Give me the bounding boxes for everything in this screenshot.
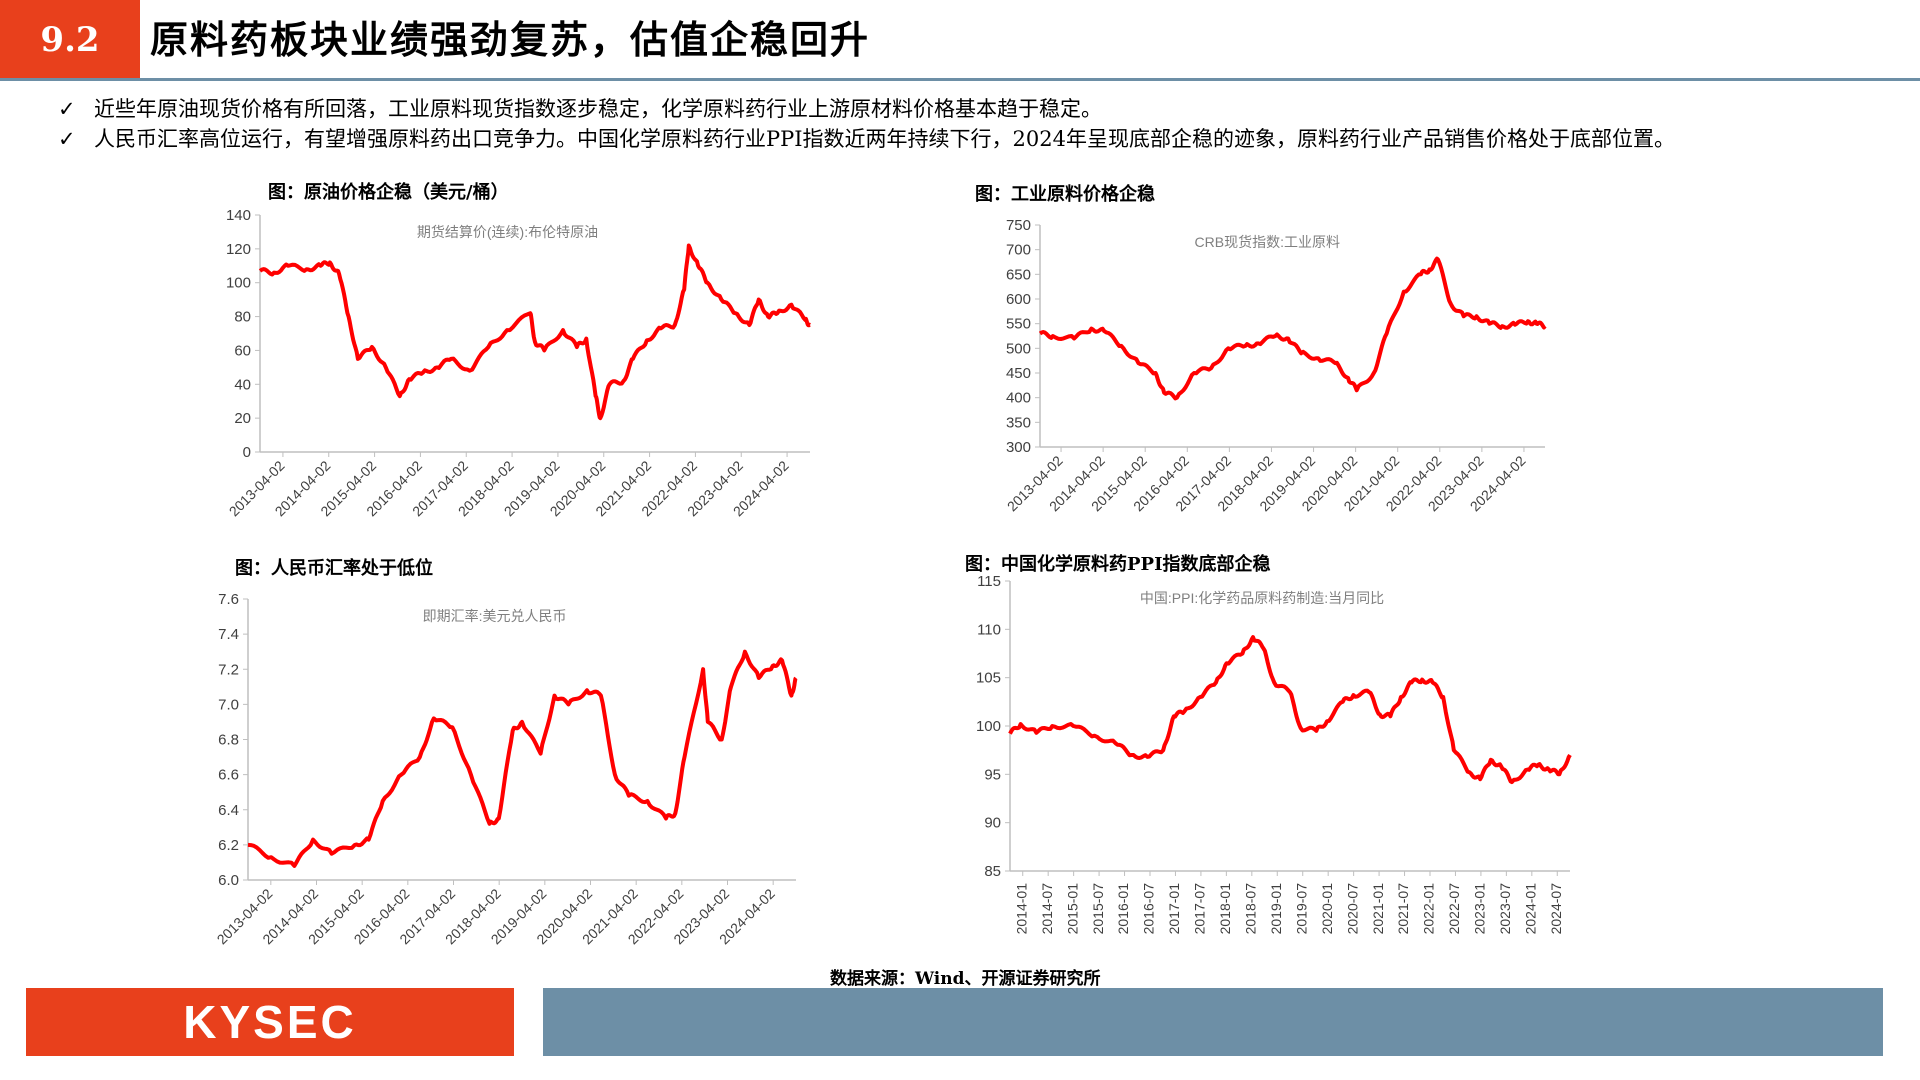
x-tick-label: 2019-07	[1293, 883, 1309, 935]
y-tick-label: 350	[1006, 414, 1031, 431]
chart-title-ppi: 图：中国化学原料药PPI指数底部企稳	[965, 554, 1271, 575]
x-tick-label: 2024-01	[1523, 883, 1539, 935]
series-label: CRB现货指数:工业原料	[1195, 234, 1340, 250]
y-tick-label: 6.0	[218, 872, 239, 889]
x-tick-label: 2018-01	[1217, 883, 1233, 935]
series-label: 中国:PPI:化学药品原料药制造:当月同比	[1140, 590, 1384, 606]
x-tick-label: 2017-07	[1192, 883, 1208, 935]
y-tick-label: 550	[1006, 316, 1031, 333]
y-tick-label: 650	[1006, 266, 1031, 283]
y-tick-label: 7.4	[218, 626, 239, 643]
y-tick-label: 0	[243, 444, 251, 461]
y-tick-label: 90	[984, 815, 1001, 832]
y-tick-label: 20	[234, 410, 251, 427]
x-tick-label: 2023-07	[1497, 883, 1513, 935]
series-line	[1008, 635, 1572, 785]
y-tick-label: 6.4	[218, 802, 239, 819]
y-tick-label: 7.6	[218, 591, 239, 608]
x-tick-label: 2021-01	[1370, 883, 1386, 935]
page-title: 原料药板块业绩强劲复苏，估值企稳回升	[150, 17, 871, 62]
series-label: 期货结算价(连续):布伦特原油	[417, 224, 598, 240]
x-tick-label: 2019-01	[1268, 883, 1284, 935]
y-tick-label: 700	[1006, 242, 1031, 259]
section-number: 9.2	[0, 0, 140, 80]
checkmark-icon: ✓	[58, 127, 76, 151]
footer-band	[543, 988, 1883, 1056]
checkmark-icon: ✓	[58, 97, 76, 121]
oil-price-chart: 0204060801001201402013-04-022014-04-0220…	[226, 207, 812, 519]
y-tick-label: 7.2	[218, 661, 239, 678]
x-tick-label: 2016-01	[1115, 883, 1131, 935]
footer-logo-band: KYSEC	[26, 988, 514, 1056]
crb-industrial-chart: 3003504004505005506006507007502013-04-02…	[1004, 217, 1547, 514]
x-tick-label: 2022-07	[1446, 883, 1462, 935]
kysec-logo: KYSEC	[183, 996, 357, 1048]
y-tick-label: 115	[977, 573, 1001, 590]
x-tick-label: 2020-07	[1344, 883, 1360, 935]
y-tick-label: 6.8	[218, 732, 239, 749]
x-tick-label: 2017-01	[1166, 883, 1182, 935]
x-tick-label: 2024-07	[1548, 883, 1564, 935]
x-tick-label: 2015-01	[1064, 883, 1080, 935]
y-tick-label: 100	[226, 275, 251, 292]
bullet-text: 人民币汇率高位运行，有望增强原料药出口竞争力。中国化学原料药行业PPI指数近两年…	[94, 127, 1675, 151]
y-tick-label: 6.2	[218, 837, 239, 854]
y-tick-label: 100	[976, 718, 1001, 735]
bullet-text: 近些年原油现货价格有所回落，工业原料现货指数逐步稳定，化学原料药行业上游原材料价…	[94, 97, 1102, 121]
y-tick-label: 750	[1006, 217, 1031, 234]
x-tick-label: 2020-01	[1319, 883, 1335, 935]
x-tick-label: 2018-07	[1243, 883, 1259, 935]
series-label: 即期汇率:美元兑人民币	[423, 608, 567, 624]
bullet-list: ✓ 近些年原油现货价格有所回落，工业原料现货指数逐步稳定，化学原料药行业上游原材…	[56, 94, 1836, 154]
x-tick-label: 2023-01	[1472, 883, 1488, 935]
data-source-note: 数据来源：Wind、开源证券研究所	[830, 969, 1101, 989]
chart-title-oil: 图：原油价格企稳（美元/桶）	[268, 182, 509, 203]
y-tick-label: 95	[984, 766, 1001, 783]
y-tick-label: 7.0	[218, 696, 239, 713]
y-tick-label: 85	[984, 863, 1001, 880]
header-divider	[0, 78, 1920, 81]
y-tick-label: 600	[1006, 291, 1031, 308]
y-tick-label: 80	[234, 309, 251, 326]
bullet-item: ✓ 近些年原油现货价格有所回落，工业原料现货指数逐步稳定，化学原料药行业上游原材…	[56, 94, 1836, 124]
chart-title-fx: 图：人民币汇率处于低位	[235, 558, 433, 579]
y-tick-label: 120	[226, 241, 251, 258]
x-tick-label: 2016-07	[1141, 883, 1157, 935]
y-tick-label: 400	[1006, 390, 1031, 407]
chart-title-crb: 图：工业原料价格企稳	[975, 184, 1155, 205]
fx-rate-chart: 6.06.26.46.66.87.07.27.47.62013-04-02201…	[214, 591, 798, 947]
series-line	[1038, 256, 1547, 401]
y-tick-label: 40	[234, 376, 251, 393]
y-tick-label: 105	[976, 670, 1001, 687]
x-tick-label: 2014-07	[1039, 883, 1055, 935]
bullet-item: ✓ 人民币汇率高位运行，有望增强原料药出口竞争力。中国化学原料药行业PPI指数近…	[56, 124, 1836, 154]
x-tick-label: 2021-07	[1395, 883, 1411, 935]
series-line	[258, 243, 812, 421]
y-tick-label: 60	[234, 342, 251, 359]
y-tick-label: 500	[1006, 340, 1031, 357]
y-tick-label: 140	[226, 207, 251, 224]
series-line	[247, 649, 798, 868]
y-tick-label: 6.6	[218, 767, 239, 784]
x-tick-label: 2014-01	[1013, 883, 1029, 935]
x-tick-label: 2022-01	[1421, 883, 1437, 935]
y-tick-label: 110	[977, 621, 1001, 638]
y-tick-label: 300	[1006, 439, 1031, 456]
x-tick-label: 2015-07	[1090, 883, 1106, 935]
y-tick-label: 450	[1006, 365, 1031, 382]
ppi-index-chart: 85 90 95 100 105 110 115 2014-01 2014-07 2015-01 2…	[976, 573, 1572, 935]
